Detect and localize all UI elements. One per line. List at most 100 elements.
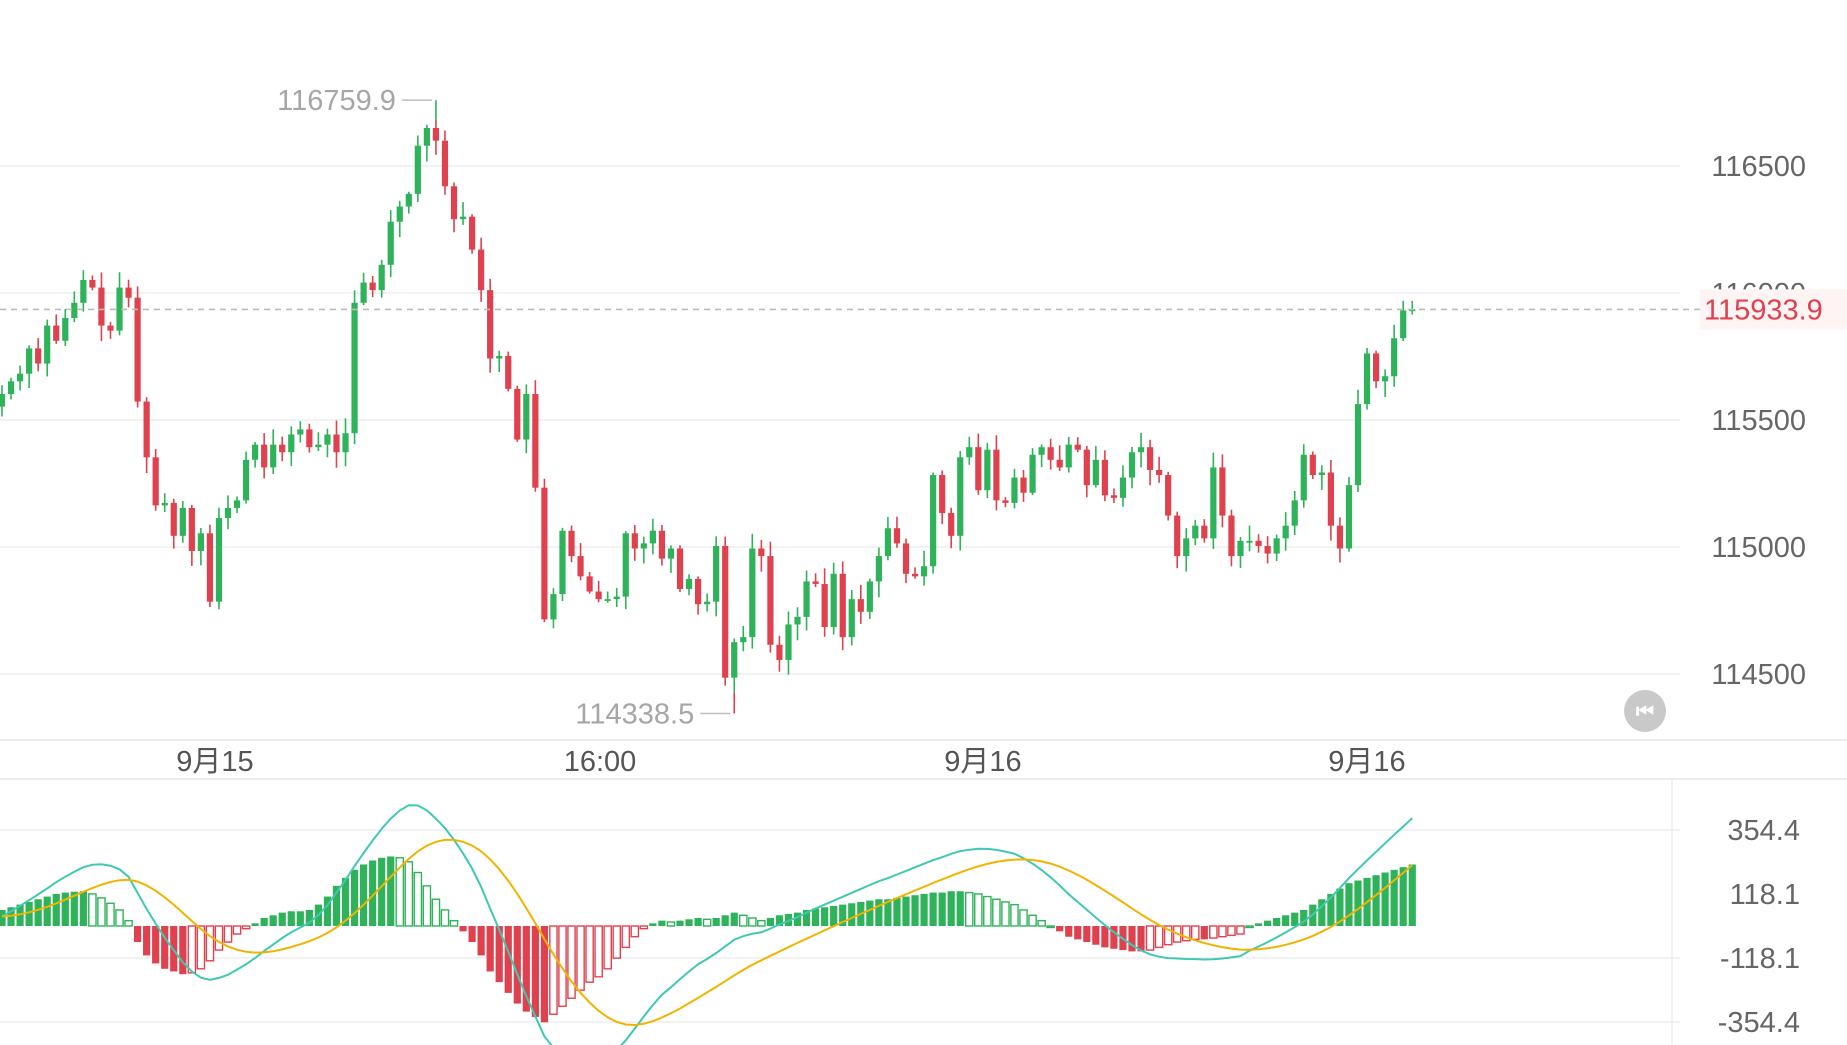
macd-bar bbox=[332, 885, 341, 926]
macd-bar bbox=[603, 925, 612, 970]
macd-bar bbox=[585, 925, 594, 983]
macd-bar bbox=[649, 923, 657, 926]
macd-bar bbox=[1154, 925, 1164, 949]
macd-bar bbox=[214, 925, 224, 951]
macd-bar bbox=[911, 895, 919, 926]
candle-body bbox=[939, 475, 946, 514]
candle-body bbox=[261, 444, 268, 468]
macd-bar bbox=[0, 909, 6, 926]
macd-bar bbox=[1245, 925, 1254, 929]
macd-bar bbox=[360, 864, 368, 926]
candle-body bbox=[1237, 540, 1244, 557]
candle-body bbox=[911, 573, 919, 577]
candle-body bbox=[812, 581, 819, 584]
candle-body bbox=[143, 401, 150, 458]
candle-body bbox=[776, 644, 783, 660]
candle-body bbox=[414, 145, 421, 194]
macd-bar bbox=[350, 869, 359, 926]
macd-bar bbox=[1254, 923, 1263, 926]
candle-body bbox=[468, 216, 476, 250]
candle-body bbox=[767, 556, 774, 645]
candle-body bbox=[505, 355, 512, 389]
candle-body bbox=[1065, 444, 1072, 468]
candle-body bbox=[1002, 500, 1009, 503]
macd-bar bbox=[1200, 926, 1208, 940]
x-tick-label: 9月16 bbox=[1328, 746, 1405, 778]
candle-body bbox=[713, 545, 720, 602]
candle-body bbox=[1309, 454, 1316, 476]
macd-bar bbox=[1291, 912, 1299, 926]
macd-bar bbox=[830, 905, 838, 926]
rewind-icon[interactable]: ⏮ bbox=[1624, 690, 1666, 732]
candle-body bbox=[930, 475, 937, 567]
candle-body bbox=[667, 548, 675, 559]
macd-bar bbox=[1218, 925, 1227, 938]
macd-bar bbox=[395, 857, 405, 927]
candle-body bbox=[1047, 447, 1054, 460]
macd-bar bbox=[802, 909, 811, 926]
macd-bar bbox=[821, 907, 829, 926]
candle-body bbox=[62, 317, 69, 341]
candle-body bbox=[839, 573, 846, 638]
candle-body bbox=[197, 533, 204, 552]
candle-body bbox=[595, 591, 602, 600]
candle-body bbox=[396, 206, 403, 222]
candle-body bbox=[333, 434, 340, 453]
candle-body bbox=[993, 449, 1000, 501]
macd-bar bbox=[612, 925, 622, 959]
macd-bar bbox=[1019, 909, 1028, 927]
candle-body bbox=[369, 282, 376, 291]
macd-bar bbox=[278, 912, 286, 926]
candle-body bbox=[44, 325, 51, 364]
candle-body bbox=[134, 297, 141, 402]
macd-bar bbox=[70, 891, 78, 926]
macd-bar bbox=[1318, 899, 1326, 926]
macd-bar bbox=[79, 891, 87, 926]
candle-body bbox=[604, 599, 611, 601]
candle-body bbox=[252, 444, 259, 460]
candle-body bbox=[1128, 452, 1136, 478]
macd-bar bbox=[757, 919, 766, 927]
candle-body bbox=[866, 581, 873, 612]
macd-bar bbox=[839, 904, 847, 926]
candle-body bbox=[1282, 525, 1289, 539]
candle-body bbox=[233, 500, 241, 508]
macd-bar bbox=[97, 897, 106, 927]
macd-bar bbox=[1264, 920, 1272, 926]
candle-body bbox=[1038, 447, 1045, 455]
candle-body bbox=[550, 594, 557, 620]
candle-body bbox=[1119, 477, 1127, 498]
macd-bar bbox=[124, 919, 133, 927]
candle-body bbox=[568, 530, 575, 557]
candle-body bbox=[315, 444, 322, 448]
macd-bar bbox=[1236, 925, 1245, 935]
macd-bar bbox=[902, 896, 910, 926]
macd-bar bbox=[558, 925, 567, 1007]
macd-bar bbox=[43, 896, 51, 926]
dif-line bbox=[1, 804, 1413, 1045]
candle-body bbox=[405, 193, 412, 207]
macd-bar bbox=[721, 915, 729, 926]
macd-bar bbox=[269, 915, 277, 926]
macd-bar bbox=[540, 926, 548, 1023]
candle-body bbox=[821, 583, 828, 628]
candle-body bbox=[984, 449, 991, 491]
macd-bar bbox=[964, 891, 974, 927]
candle-body bbox=[80, 279, 87, 303]
macd-bar bbox=[61, 892, 69, 926]
candle-body bbox=[794, 616, 801, 625]
candle-body bbox=[179, 507, 186, 536]
y-tick-label: 115500 bbox=[1711, 405, 1806, 437]
candle-body bbox=[1183, 538, 1190, 557]
macd-bar bbox=[341, 877, 350, 926]
low-price-label: 114338.5 bbox=[575, 699, 694, 731]
y-axis-labels: 116500116000115500115000114500 bbox=[1711, 151, 1806, 691]
candle-body bbox=[26, 348, 33, 374]
macd-y-tick-label: 354.4 bbox=[1727, 815, 1800, 847]
macd-bar bbox=[676, 920, 684, 926]
macd-bar bbox=[884, 899, 892, 926]
macd-bar bbox=[106, 902, 115, 927]
candle-body bbox=[71, 302, 78, 318]
macd-bar bbox=[1083, 926, 1091, 943]
